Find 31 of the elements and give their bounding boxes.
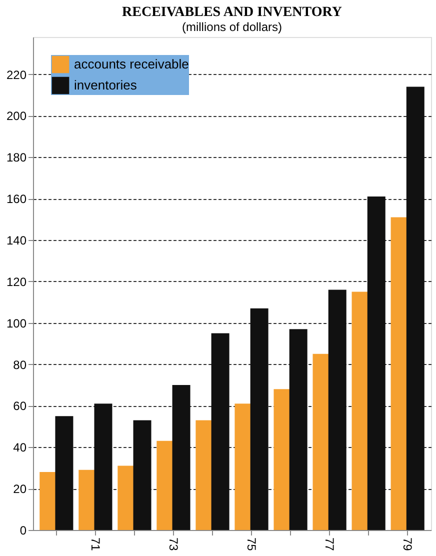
x-tick-label: 79: [400, 538, 415, 552]
bar: [289, 329, 308, 530]
bar: [211, 333, 230, 530]
legend-label: inventories: [74, 78, 138, 92]
bar: [94, 404, 112, 530]
y-tick-label: 140: [6, 234, 27, 248]
y-tick-label: 60: [13, 399, 27, 414]
y-tick-label: 200: [6, 109, 27, 124]
y-tick-label: 220: [6, 68, 27, 82]
y-tick-label: 0: [20, 524, 27, 538]
bar: [133, 420, 152, 530]
bar: [172, 385, 190, 530]
chart-title: RECEIVABLES AND INVENTORY: [122, 5, 342, 20]
bar: [250, 308, 268, 530]
y-tick-label: 180: [6, 150, 27, 165]
x-tick-label: 71: [88, 538, 102, 552]
legend-label: accounts receivable: [74, 56, 189, 72]
x-tick-label: 77: [322, 538, 337, 552]
x-tick-label: 75: [244, 538, 259, 552]
bar: [406, 86, 424, 530]
y-tick-label: 80: [13, 358, 27, 372]
bar: [367, 196, 386, 530]
y-tick-label: 120: [6, 274, 27, 289]
bar: [55, 416, 74, 530]
y-tick-label: 160: [6, 192, 27, 206]
bar: [328, 290, 346, 530]
chart-subtitle: (millions of dollars): [182, 20, 282, 34]
x-tick-label: 73: [166, 538, 180, 552]
y-tick-label: 20: [13, 482, 27, 496]
y-tick-label: 40: [13, 440, 27, 455]
y-tick-label: 100: [6, 316, 27, 330]
